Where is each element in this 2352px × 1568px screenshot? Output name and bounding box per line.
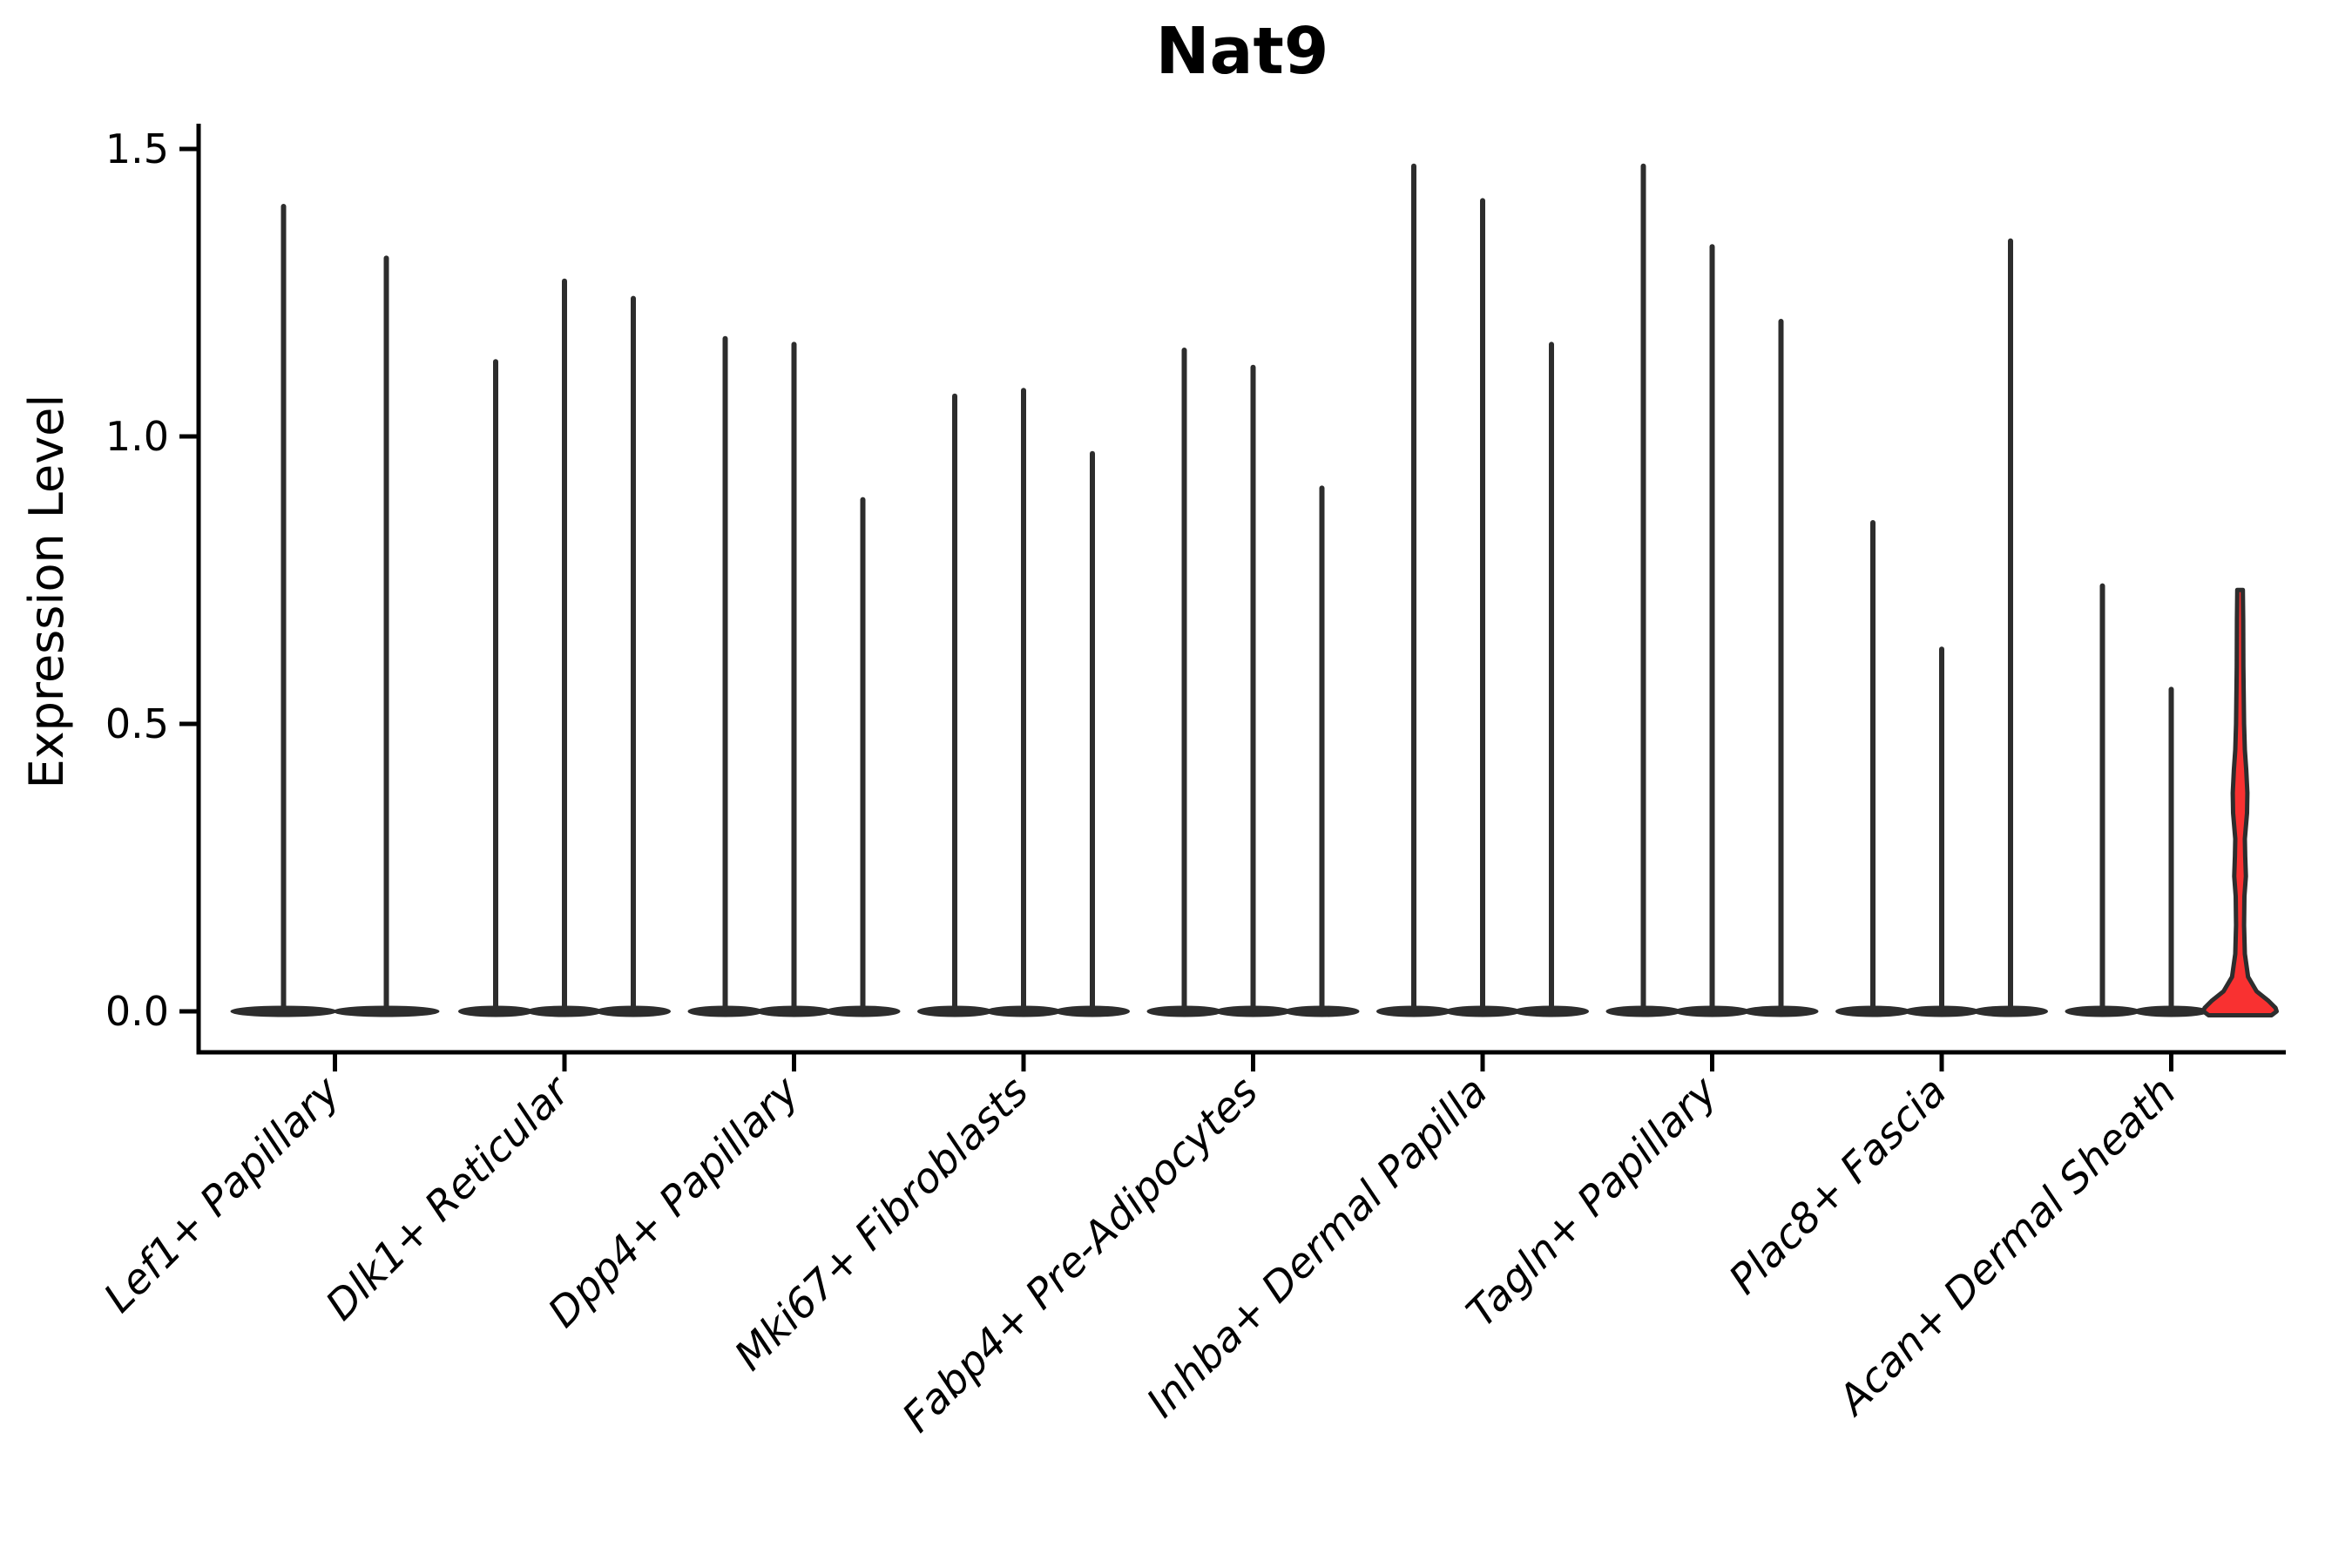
x-tick-label: Dlk1+ Reticular: [317, 1066, 581, 1330]
chart-title: Nat9: [1156, 14, 1329, 89]
y-axis-label: Expression Level: [19, 395, 74, 789]
x-tick-label: Tagln+ Papillary: [1457, 1067, 1727, 1337]
x-tick-label: Dpp4+ Papillary: [539, 1067, 809, 1337]
y-tick-label: 1.0: [105, 413, 169, 460]
y-tick-label: 0.5: [105, 700, 169, 747]
violin-highlight: [2201, 587, 2279, 1017]
x-tick-label: Lef1+ Papillary: [95, 1067, 350, 1322]
y-tick-label: 1.5: [105, 125, 169, 172]
x-tick-label: Plac8+ Fascia: [1720, 1068, 1956, 1304]
y-tick-label: 0.0: [105, 988, 169, 1035]
